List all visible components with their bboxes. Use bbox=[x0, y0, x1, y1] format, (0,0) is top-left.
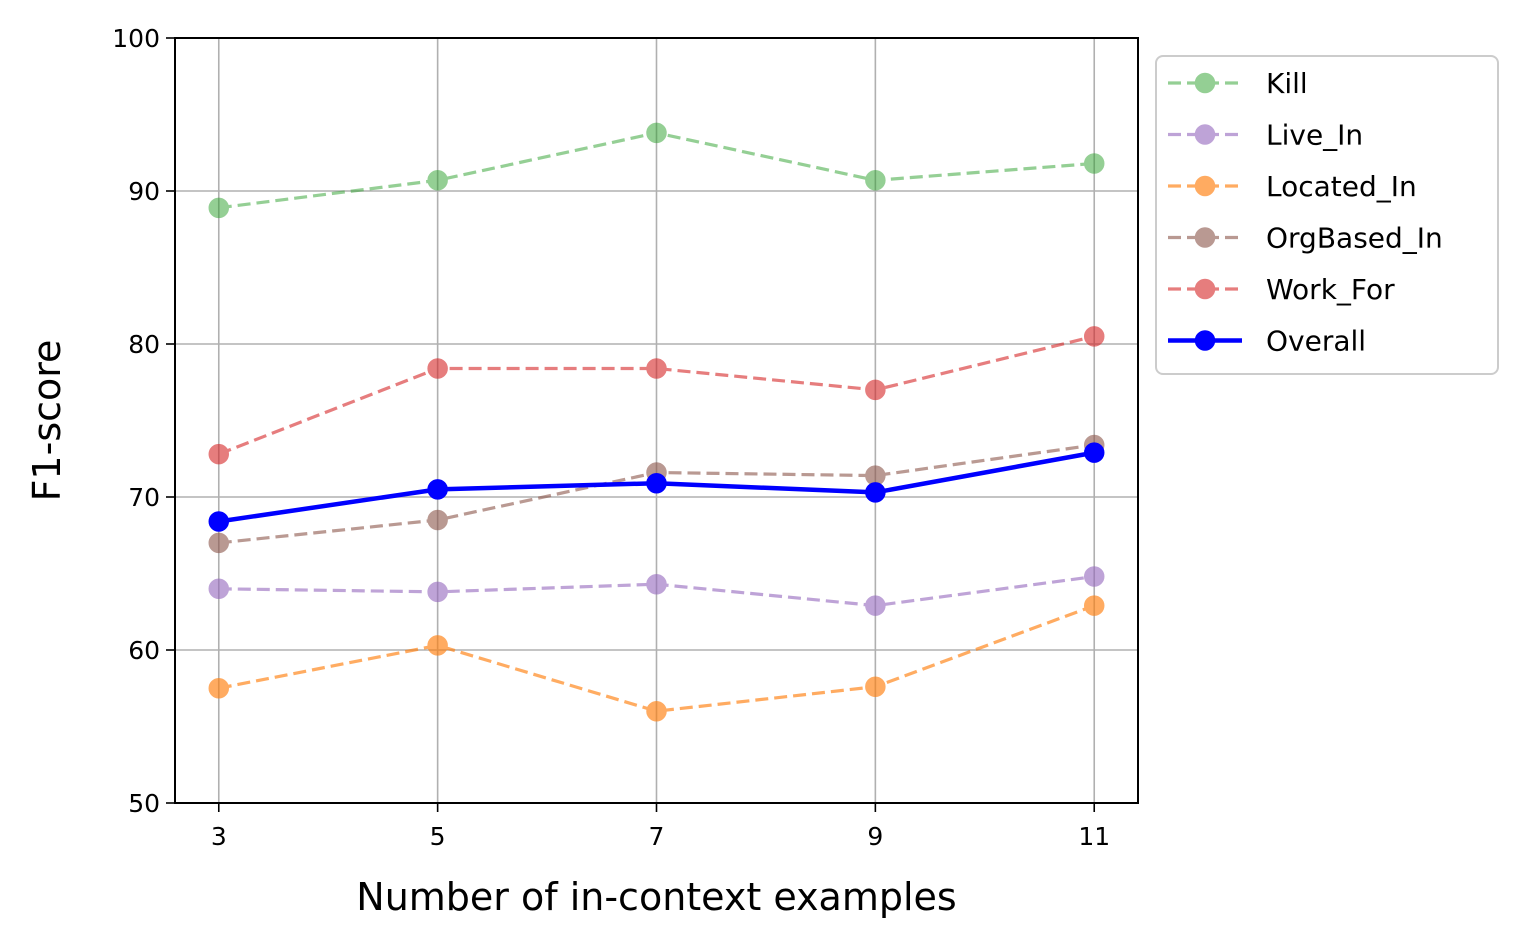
x-tick-label: 5 bbox=[430, 822, 446, 851]
x-tick-label: 3 bbox=[211, 822, 227, 851]
legend-swatch bbox=[1168, 278, 1242, 300]
y-tick-label: 70 bbox=[128, 483, 160, 512]
data-point bbox=[427, 479, 448, 500]
legend-marker bbox=[1194, 124, 1216, 145]
legend: Kill Live_In Located_In OrgBased_In Work_For… bbox=[1155, 55, 1499, 375]
grid bbox=[175, 37, 1138, 804]
data-point bbox=[646, 358, 667, 379]
legend-item: Kill bbox=[1168, 67, 1308, 100]
x-tick-label: 9 bbox=[867, 822, 883, 851]
data-point bbox=[427, 581, 448, 603]
legend-marker bbox=[1194, 330, 1216, 351]
data-point bbox=[865, 170, 886, 191]
legend-item: OrgBased_In bbox=[1168, 222, 1443, 255]
legend-box bbox=[1155, 55, 1499, 375]
series-line bbox=[218, 604, 1095, 713]
data-point bbox=[1083, 566, 1105, 587]
x-tick-label: 11 bbox=[1078, 822, 1110, 851]
legend-marker bbox=[1194, 175, 1216, 197]
data-point bbox=[646, 122, 667, 144]
data-point bbox=[865, 379, 886, 401]
data-point bbox=[646, 472, 667, 494]
data-point bbox=[208, 511, 230, 532]
legend-item: Work_For bbox=[1168, 273, 1395, 306]
legend-swatch bbox=[1168, 72, 1242, 94]
data-point bbox=[427, 358, 448, 379]
series-line bbox=[218, 334, 1095, 456]
data-point bbox=[208, 197, 230, 219]
legend-marker bbox=[1194, 227, 1216, 248]
legend-label: Located_In bbox=[1266, 170, 1417, 203]
series-located-in bbox=[208, 595, 1105, 722]
data-point bbox=[1083, 595, 1105, 616]
y-axis-title: F1-score bbox=[25, 340, 69, 502]
axis-ticks: 3 5 7 9 11 50 60 70 80 90 100 bbox=[112, 24, 1110, 851]
legend-label: OrgBased_In bbox=[1266, 222, 1443, 255]
data-point bbox=[865, 595, 886, 616]
series-kill bbox=[208, 122, 1105, 219]
x-tick-label: 7 bbox=[649, 822, 665, 851]
data-point bbox=[427, 635, 448, 656]
legend-label: Live_In bbox=[1266, 119, 1363, 152]
data-point bbox=[646, 700, 667, 722]
data-point bbox=[208, 532, 230, 554]
series-live-in bbox=[208, 566, 1105, 616]
legend-label: Overall bbox=[1266, 325, 1366, 358]
data-point bbox=[646, 573, 667, 595]
data-point bbox=[865, 482, 886, 503]
y-tick-label: 90 bbox=[128, 177, 160, 206]
y-tick-label: 60 bbox=[128, 636, 160, 665]
series-work-for bbox=[208, 326, 1105, 465]
legend-swatch bbox=[1168, 124, 1242, 145]
legend-swatch bbox=[1168, 227, 1242, 248]
data-point bbox=[208, 443, 230, 465]
data-point bbox=[427, 509, 448, 531]
legend-swatch bbox=[1168, 330, 1242, 351]
series-layer bbox=[208, 122, 1105, 722]
data-point bbox=[1083, 326, 1105, 347]
y-tick-label: 80 bbox=[128, 330, 160, 359]
legend-item: Located_In bbox=[1168, 170, 1417, 203]
x-axis-title: Number of in-context examples bbox=[356, 875, 956, 919]
data-point bbox=[208, 578, 230, 600]
data-point bbox=[1083, 442, 1105, 463]
data-point bbox=[865, 676, 886, 697]
legend-marker bbox=[1194, 72, 1216, 94]
data-point bbox=[208, 678, 230, 699]
y-tick-label: 100 bbox=[112, 24, 160, 53]
legend-item: Live_In bbox=[1168, 119, 1363, 152]
series-overall bbox=[208, 442, 1105, 532]
legend-swatch bbox=[1168, 175, 1242, 197]
legend-item: Overall bbox=[1168, 325, 1366, 358]
legend-label: Kill bbox=[1266, 67, 1308, 100]
data-point bbox=[1083, 153, 1105, 174]
y-tick-label: 50 bbox=[128, 789, 160, 818]
legend-marker bbox=[1194, 278, 1216, 300]
data-point bbox=[427, 170, 448, 191]
legend-label: Work_For bbox=[1266, 273, 1395, 306]
